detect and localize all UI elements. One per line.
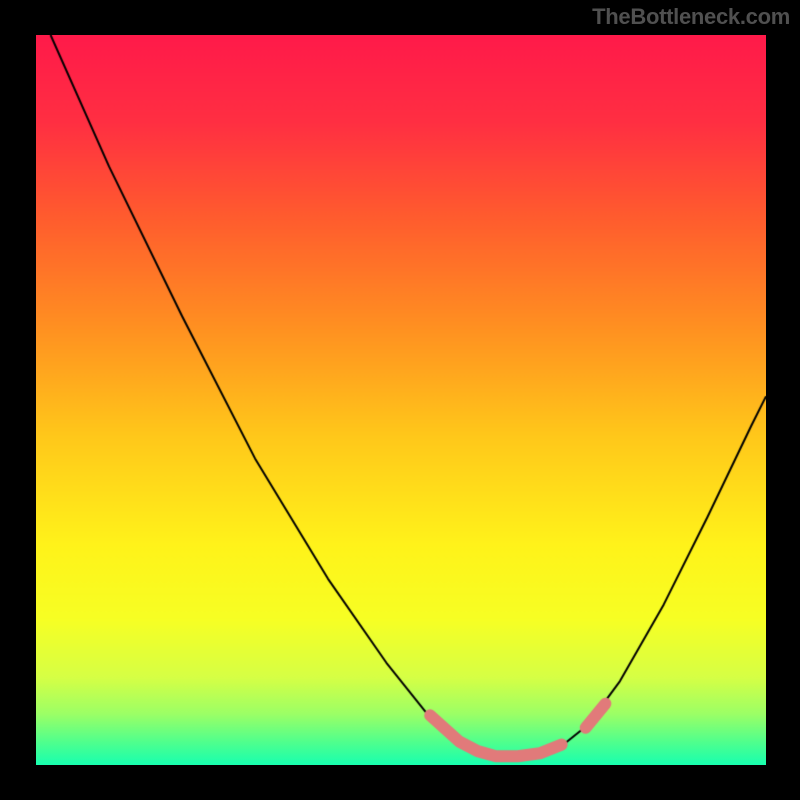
chart-frame: TheBottleneck.com (0, 0, 800, 800)
attribution-text: TheBottleneck.com (592, 4, 790, 30)
plot-area (36, 35, 766, 765)
plot-canvas (36, 35, 766, 765)
